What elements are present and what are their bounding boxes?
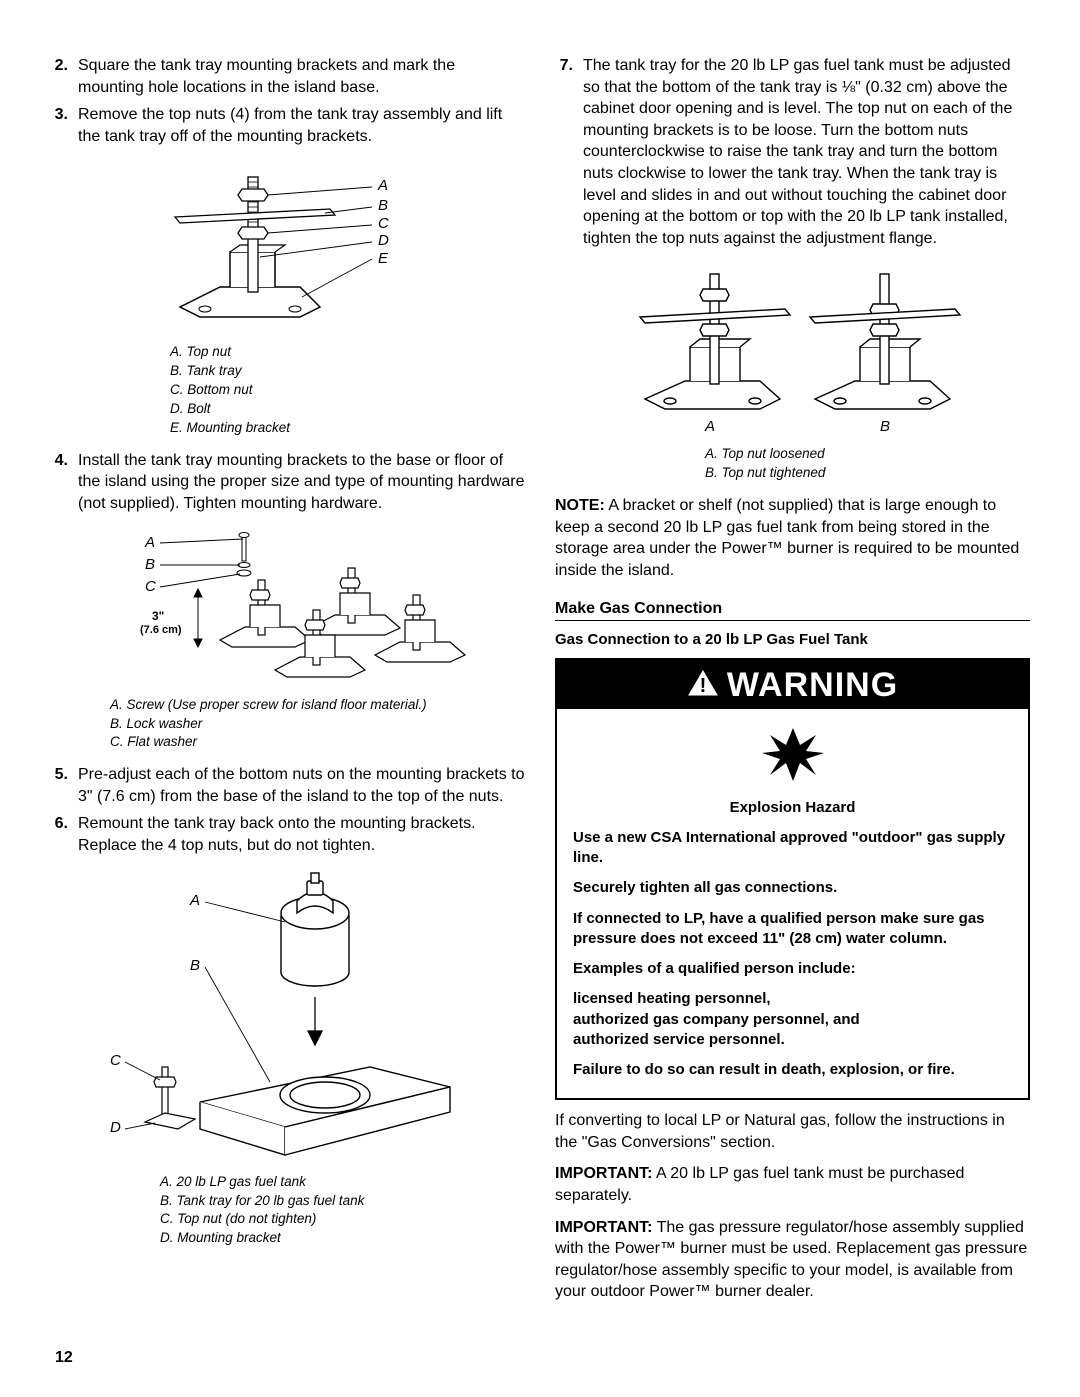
legend-line: B. Lock washer [110,715,525,734]
section-title: Make Gas Connection [555,600,1030,618]
label-B: B [880,418,890,435]
warning-p1: Use a new CSA International approved "ou… [573,828,1012,869]
section-rule [555,620,1030,621]
warning-triangle-icon: ! [687,669,719,702]
step-num: 7. [555,55,583,249]
label-B: B [378,197,388,214]
warning-body: Explosion Hazard Use a new CSA Internati… [557,709,1028,1099]
warning-box: ! WARNING Explosion Hazard Use a new CSA… [555,658,1030,1101]
page-number: 12 [55,1349,73,1367]
legend-line: A. Top nut [170,343,525,362]
dim-label: 3" [152,609,164,623]
label-A: A [377,177,388,194]
warning-p2: Securely tighten all gas connections. [573,878,1012,898]
step-text: The tank tray for the 20 lb LP gas fuel … [583,55,1030,249]
step-text: Remove the top nuts (4) from the tank tr… [78,104,525,147]
label-C: C [110,1052,121,1069]
warning-p3: If connected to LP, have a qualified per… [573,909,1012,950]
note-1: NOTE: A bracket or shelf (not supplied) … [555,495,1030,581]
warning-p4: Examples of a qualified person include: [573,959,1012,979]
step-num: 6. [50,813,78,856]
step-text: Install the tank tray mounting brackets … [78,450,525,515]
step-7: 7. The tank tray for the 20 lb LP gas fu… [555,55,1030,249]
label-A: A [189,892,200,909]
step-text: Remount the tank tray back onto the moun… [78,813,525,856]
figure1-legend: A. Top nut B. Tank tray C. Bottom nut D.… [170,343,525,437]
warning-header: ! WARNING [557,660,1028,709]
important-lead: IMPORTANT: [555,1219,652,1236]
brackets-four-svg: A B C 3" (7.6 cm) [90,525,490,690]
label-A: A [704,418,715,435]
important-1: IMPORTANT: A 20 lb LP gas fuel tank must… [555,1163,1030,1206]
brackets-ab-svg: A B [605,259,985,439]
note-text: A bracket or shelf (not supplied) that i… [555,497,1019,579]
figure-brackets-four: A B C 3" (7.6 cm) [90,525,525,690]
warning-p5: licensed heating personnel, authorized g… [573,989,1012,1050]
figure2-legend: A. Screw (Use proper screw for island fl… [110,696,525,753]
legend-line: A. 20 lb LP gas fuel tank [160,1173,525,1192]
step-num: 3. [50,104,78,147]
label-C: C [145,578,156,595]
warning-p6: Failure to do so can result in death, ex… [573,1060,1012,1080]
label-A: A [144,534,155,551]
note-lead: NOTE: [555,497,605,514]
legend-line: C. Top nut (do not tighten) [160,1210,525,1229]
tank-tray-svg: A B C D [70,867,490,1167]
right-column: 7. The tank tray for the 20 lb LP gas fu… [555,55,1030,1303]
para-convert: If converting to local LP or Natural gas… [555,1110,1030,1153]
sub-title: Gas Connection to a 20 lb LP Gas Fuel Ta… [555,631,1030,648]
legend-line: B. Tank tray [170,362,525,381]
figure4-legend: A. Top nut loosened B. Top nut tightened [705,445,1030,483]
label-D: D [110,1119,121,1136]
important-lead: IMPORTANT: [555,1165,652,1182]
left-column: 2. Square the tank tray mounting bracket… [50,55,525,1303]
page-columns: 2. Square the tank tray mounting bracket… [50,55,1030,1303]
legend-line: A. Screw (Use proper screw for island fl… [110,696,525,715]
figure-tank-tray: A B C D [70,867,525,1167]
step-3: 3. Remove the top nuts (4) from the tank… [50,104,525,147]
step-num: 4. [50,450,78,515]
warning-title: WARNING [727,666,898,705]
label-C: C [378,215,389,232]
legend-line: C. Bottom nut [170,381,525,400]
step-4: 4. Install the tank tray mounting bracke… [50,450,525,515]
important-2: IMPORTANT: The gas pressure regulator/ho… [555,1217,1030,1303]
legend-line: C. Flat washer [110,733,525,752]
figure-bracket-single: A B C D E [120,157,525,337]
svg-text:!: ! [699,675,706,697]
dim-sub: (7.6 cm) [140,624,182,636]
explosion-icon [573,723,1012,788]
label-D: D [378,232,389,249]
label-E: E [378,250,389,267]
step-2: 2. Square the tank tray mounting bracket… [50,55,525,98]
label-B: B [190,957,200,974]
hazard-label: Explosion Hazard [573,798,1012,818]
step-text: Square the tank tray mounting brackets a… [78,55,525,98]
legend-line: E. Mounting bracket [170,419,525,438]
step-6: 6. Remount the tank tray back onto the m… [50,813,525,856]
step-num: 5. [50,764,78,807]
step-text: Pre-adjust each of the bottom nuts on th… [78,764,525,807]
bracket-single-svg: A B C D E [120,157,440,337]
legend-line: A. Top nut loosened [705,445,1030,464]
legend-line: B. Tank tray for 20 lb gas fuel tank [160,1192,525,1211]
legend-line: D. Bolt [170,400,525,419]
step-5: 5. Pre-adjust each of the bottom nuts on… [50,764,525,807]
step-num: 2. [50,55,78,98]
legend-line: D. Mounting bracket [160,1229,525,1248]
label-B: B [145,556,155,573]
figure-brackets-ab: A B [605,259,1030,439]
legend-line: B. Top nut tightened [705,464,1030,483]
figure3-legend: A. 20 lb LP gas fuel tank B. Tank tray f… [160,1173,525,1249]
